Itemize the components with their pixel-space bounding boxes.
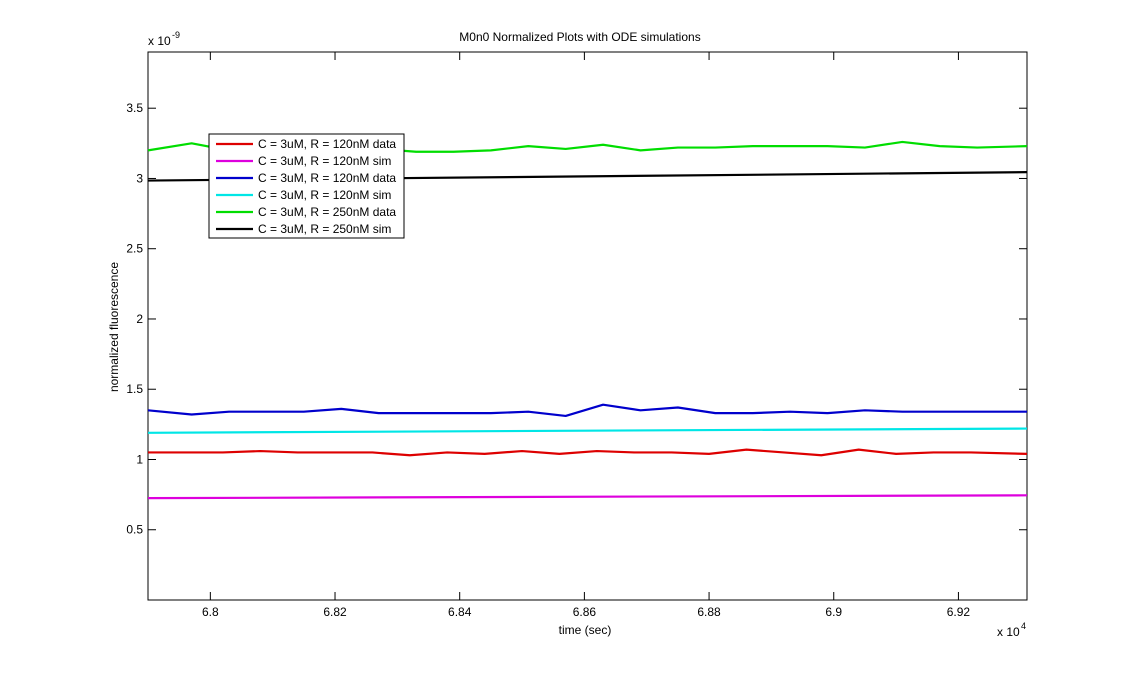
y-multiplier-base: x 10 (148, 34, 171, 48)
y-multiplier: x 10 -9 (148, 30, 180, 48)
y-tick-label: 1 (136, 452, 143, 466)
x-tick-label: 6.86 (573, 605, 597, 619)
y-tick-label: 3 (136, 171, 143, 185)
x-axis-label: time (sec) (559, 623, 612, 637)
y-axis-label: normalized fluorescence (107, 262, 121, 392)
x-multiplier-base: x 10 (997, 625, 1020, 639)
x-tick-label: 6.92 (947, 605, 971, 619)
x-tick-label: 6.88 (697, 605, 721, 619)
y-multiplier-exponent: -9 (172, 30, 180, 40)
y-tick-label: 2 (136, 312, 143, 326)
legend-label-3: C = 3uM, R = 120nM data (258, 171, 396, 185)
series-line-3 (147, 403, 1027, 418)
x-tick-label: 6.8 (202, 605, 219, 619)
y-tick-label: 2.5 (126, 242, 143, 256)
legend-box (208, 133, 405, 239)
legend: C = 3uM, R = 120nM data C = 3uM, R = 120n… (208, 133, 405, 239)
series-line-4 (147, 427, 1028, 434)
legend-label-6: C = 3uM, R = 250nM sim (258, 222, 391, 236)
chart-title: M0n0 Normalized Plots with ODE simulatio… (459, 30, 700, 44)
legend-label-5: C = 3uM, R = 250nM data (258, 205, 396, 219)
legend-label-2: C = 3uM, R = 120nM sim (258, 154, 391, 168)
y-tick-label: 3.5 (126, 101, 143, 115)
axis-ticks (148, 52, 1027, 600)
y-tick-label: 0.5 (126, 523, 143, 537)
x-tick-label: 6.9 (825, 605, 842, 619)
legend-label-1: C = 3uM, R = 120nM data (258, 137, 396, 151)
y-tick-label: 1.5 (126, 382, 143, 396)
legend-label-4: C = 3uM, R = 120nM sim (258, 188, 391, 202)
series-line-2 (147, 494, 1028, 500)
x-multiplier-exponent: 4 (1021, 621, 1026, 631)
x-tick-label: 6.82 (323, 605, 347, 619)
series-line-1 (148, 448, 1028, 457)
tick-labels: 6.8 6.82 6.84 6.86 6.88 6.9 6.92 0.5 1 1.5 2 2.5 3 3.… (126, 101, 970, 619)
x-tick-label: 6.84 (448, 605, 472, 619)
x-multiplier: x 10 4 (997, 621, 1026, 639)
